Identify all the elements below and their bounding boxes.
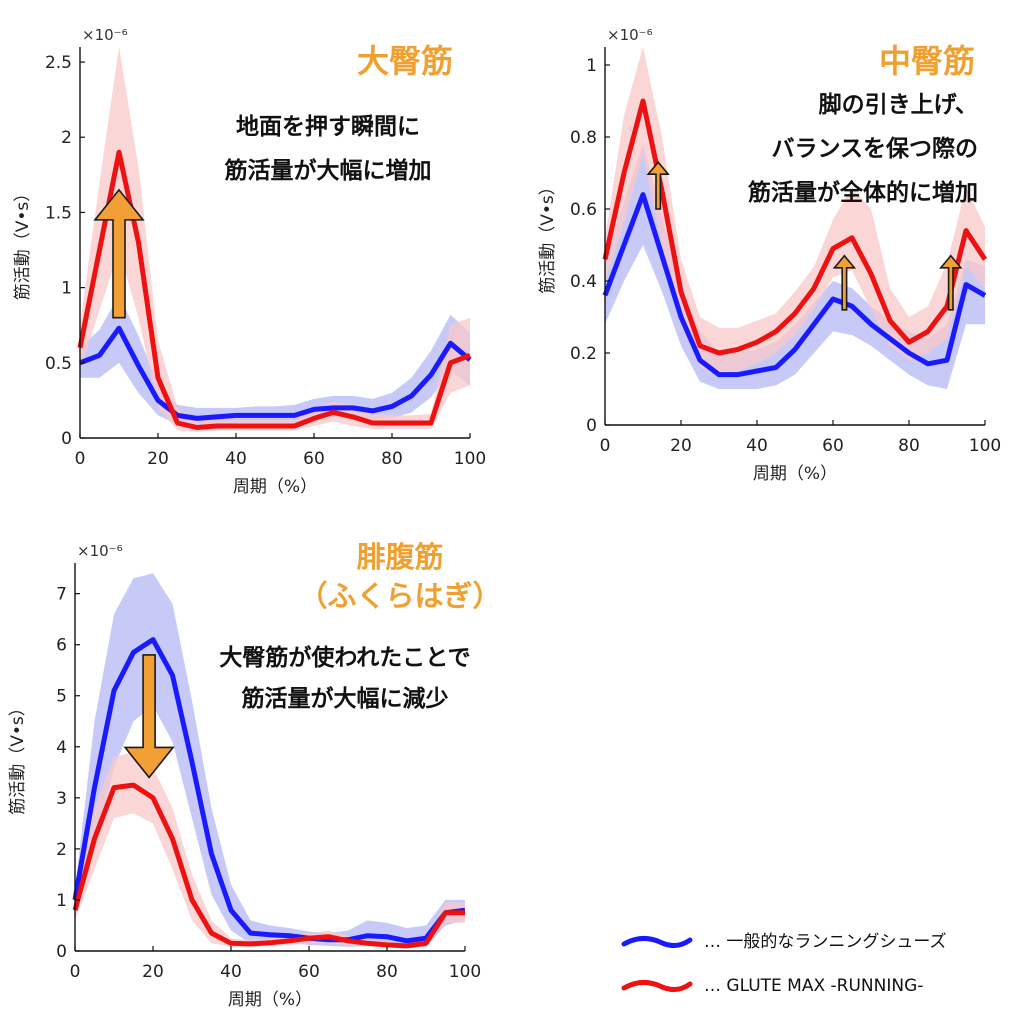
annotation-gluteus-medius-line-1: 脚の引き上げ、 [819,92,978,118]
gluteus-medius-arrow [646,160,670,210]
gastrocnemius-x-tick-label: 80 [376,962,398,982]
gastrocnemius-x-label: 周期（%） [228,990,312,1010]
gluteus-maximus-x-tick-label: 20 [147,449,169,469]
gluteus-medius-x-tick-label: 100 [969,436,1001,456]
gluteus-maximus-line-blue [79,325,472,421]
gluteus-medius-band-red [605,47,985,375]
title-gastrocnemius: 腓腹筋 [356,540,443,574]
gastrocnemius-y-tick-label: 6 [56,636,67,656]
gastrocnemius-y-tick-label: 1 [56,891,67,911]
annotation-gluteus-maximus-line-2: 筋活量が大幅に増加 [225,157,432,184]
subtitle-gastrocnemius: （ふくらはぎ） [298,579,501,613]
annotation-gluteus-medius-line-2: バランスを保つ際の [771,135,978,162]
gluteus-medius-arrow [832,254,857,311]
gastrocnemius-y-label: 筋活動（V•s） [8,699,28,815]
gastrocnemius-arrow [123,654,175,779]
gastrocnemius-y-tick-label: 5 [56,687,67,707]
gluteus-maximus-x-tick-label: 0 [75,449,86,469]
legend: … 一般的なランニングシューズ … GLUTE MAX -RUNNING- [621,932,947,996]
annotation-gastrocnemius-line-2: 筋活量が大幅に減少 [242,685,449,712]
gluteus-medius-line-red [602,98,988,356]
gastrocnemius-y-tick-label: 2 [56,840,67,860]
annotation-gluteus-medius-line-3: 筋活量が全体的に増加 [748,179,978,206]
gluteus-maximus-y-tick-label: 1.5 [45,203,72,223]
gastrocnemius-y-exponent: ×10⁻⁶ [77,542,123,560]
gluteus-maximus-y-label: 筋活動（V•s） [13,185,33,301]
gastrocnemius-y-tick-label: 3 [56,789,67,809]
gastrocnemius-y-tick-label: 0 [56,942,67,962]
gluteus-medius-y-exponent: ×10⁻⁶ [607,26,653,44]
gluteus-medius-x-label: 周期（%） [753,464,837,484]
gluteus-medius-x-tick-label: 60 [822,436,844,456]
gluteus-maximus-y-tick-label: 0.5 [45,354,72,374]
legend-swatch-standard-shoes [621,936,693,948]
gluteus-maximus-line-red [77,149,471,430]
gluteus-medius-y-tick-label: 0.2 [570,344,597,364]
gastrocnemius-band-red [75,751,465,949]
gluteus-medius-x-tick-label: 0 [600,436,611,456]
gluteus-maximus-x-label: 周期（%） [233,477,317,497]
gluteus-maximus-y-tick-label: 2.5 [45,53,72,73]
gluteus-maximus-x-tick-label: 80 [381,449,403,469]
gluteus-medius-x-tick-label: 40 [746,436,768,456]
gastrocnemius-x-tick-label: 100 [449,962,481,982]
gluteus-medius-y-tick-label: 0.8 [570,128,597,148]
gastrocnemius-line-red [72,782,465,949]
gastrocnemius-line-blue [72,637,466,944]
gastrocnemius-x-tick-label: 0 [70,962,81,982]
gluteus-medius-x-tick-label: 20 [670,436,692,456]
gluteus-maximus-y-tick-label: 2 [61,128,72,148]
gluteus-maximus-band-red [80,47,470,432]
chart-gastrocnemius: 0 20 40 60 80 100 0 1 2 3 4 5 6 7 ×10⁻⁶ 周期（%） 筋活動（V•s） [8,542,481,1010]
gastrocnemius-x-tick-label: 20 [142,962,164,982]
gluteus-maximus-y-tick-label: 1 [61,279,72,299]
gluteus-medius-y-tick-label: 1 [586,56,597,76]
legend-label-glute-max: … GLUTE MAX -RUNNING- [704,976,923,996]
gluteus-medius-y-tick-label: 0.4 [570,272,597,292]
annotation-gastrocnemius-line-1: 大臀筋が使われたことで [219,644,470,671]
gluteus-maximus-x-tick-label: 60 [303,449,325,469]
annotation-gluteus-maximus-line-1: 地面を押す瞬間に [236,114,420,140]
legend-swatch-glute-max [621,980,693,992]
gluteus-maximus-y-exponent: ×10⁻⁶ [82,26,128,44]
gluteus-medius-arrow [939,254,963,311]
gluteus-medius-y-tick-label: 0 [586,416,597,436]
chart-gluteus-medius: 0 20 40 60 80 100 0 0.2 0.4 0.6 0.8 1 ×10⁻⁶ 周期（%） 筋活動（… [538,26,1001,484]
gluteus-medius-x-tick-label: 80 [898,436,920,456]
gluteus-medius-y-tick-label: 0.6 [570,200,597,220]
gluteus-medius-line-blue [602,192,987,378]
gastrocnemius-x-tick-label: 40 [220,962,242,982]
gluteus-medius-y-label: 筋活動（V•s） [538,178,558,294]
gastrocnemius-y-tick-label: 4 [56,738,67,758]
title-gluteus-maximus: 大臀筋 [357,42,453,80]
gluteus-maximus-x-tick-label: 40 [225,449,247,469]
chart-gluteus-maximus: 0 20 40 60 80 100 0 0.5 1 1.5 2 2.5 ×10⁻⁶ 周期（%） 筋活動（V•… [13,26,486,497]
gluteus-maximus-arrow [93,188,145,319]
gastrocnemius-x-tick-label: 60 [298,962,320,982]
gastrocnemius-band-blue [75,573,465,949]
title-gluteus-medius: 中臀筋 [879,42,975,80]
gluteus-maximus-y-tick-label: 0 [61,429,72,449]
gluteus-maximus-x-tick-label: 100 [454,449,486,469]
legend-label-standard-shoes: … 一般的なランニングシューズ [704,932,947,952]
gastrocnemius-y-tick-label: 7 [56,585,67,605]
